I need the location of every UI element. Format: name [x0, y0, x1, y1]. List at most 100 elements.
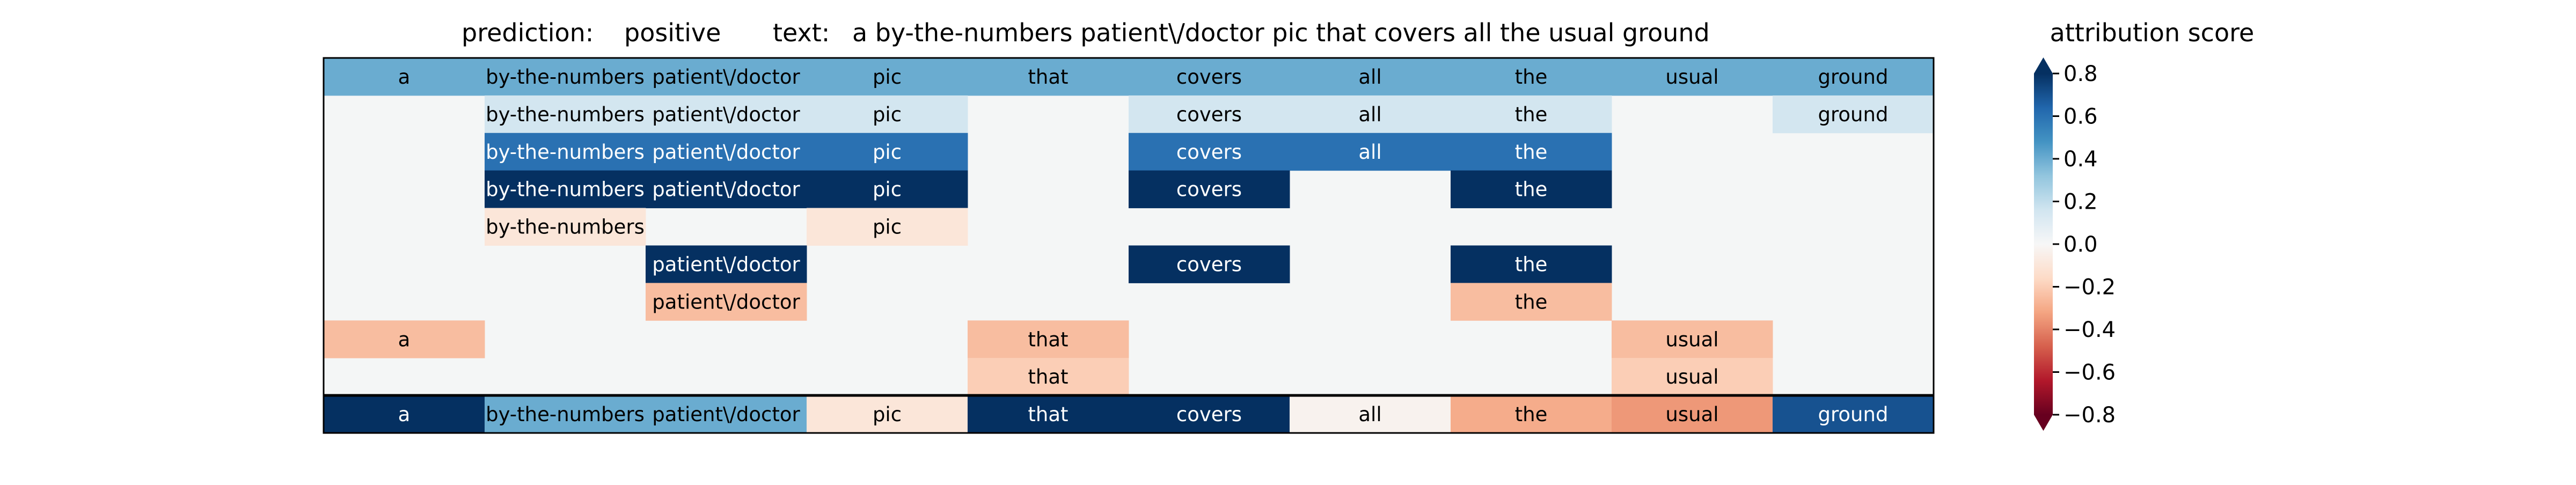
heatmap-cell-label: patient\/doctor	[652, 141, 800, 164]
heatmap-cell	[1290, 395, 1451, 433]
title-prediction-value: positive	[624, 18, 721, 47]
heatmap-cell	[1129, 95, 1290, 134]
heatmap-cell	[1451, 395, 1612, 433]
heatmap-cell-label: pic	[873, 403, 902, 426]
heatmap-cell-label: by-the-numbers	[486, 103, 645, 126]
heatmap-cell	[1773, 58, 1934, 96]
heatmap-cell	[968, 58, 1129, 96]
colorbar-label: attribution score	[2050, 18, 2255, 47]
heatmap-cell	[646, 245, 807, 283]
heatmap-cell-label: by-the-numbers	[486, 65, 645, 89]
heatmap-cell	[807, 170, 968, 209]
heatmap-cell	[1773, 95, 1934, 134]
heatmap-cell-label: by-the-numbers	[486, 178, 645, 201]
heatmap-cell	[646, 395, 807, 433]
heatmap-cell	[1129, 245, 1290, 283]
heatmap-cell-labels: a by-the-numbers patient\/doctor pic that cov…	[398, 65, 1889, 426]
colorbar-tick-label: −0.2	[2063, 275, 2116, 300]
heatmap-cell-label: pic	[873, 216, 902, 239]
heatmap-cell	[1773, 395, 1934, 433]
heatmap-cell-label: usual	[1665, 65, 1718, 89]
colorbar: −0.8 −0.6 −0.4 −0.2 0.0 0.2 0.4 0.6 0.8	[2034, 57, 2116, 431]
heatmap-cell	[807, 58, 968, 96]
heatmap-cell	[485, 170, 646, 209]
heatmap-cell	[807, 395, 968, 433]
heatmap-cell-label: covers	[1176, 141, 1242, 164]
heatmap-cell-label: pic	[873, 103, 902, 126]
colorbar-tick-label: 0.4	[2063, 147, 2098, 172]
colorbar-tick-label: 0.0	[2063, 232, 2098, 257]
heatmap-cell	[968, 320, 1129, 358]
heatmap-cell-label: the	[1515, 65, 1548, 89]
heatmap-cell-label: the	[1515, 290, 1548, 313]
title-text-value: a by-the-numbers patient\/doctor pic tha…	[852, 18, 1710, 47]
heatmap-cell	[807, 208, 968, 246]
heatmap-cell-label: all	[1358, 103, 1381, 126]
heatmap-cell	[1612, 358, 1773, 396]
colorbar-tick-label: −0.8	[2063, 403, 2116, 428]
heatmap-cell	[1612, 58, 1773, 96]
heatmap-cell	[1451, 133, 1612, 171]
heatmap-cell	[968, 395, 1129, 433]
heatmap-cell	[1129, 395, 1290, 433]
heatmap-cell-label: by-the-numbers	[486, 141, 645, 164]
heatmap-cell-label: that	[1028, 365, 1068, 388]
heatmap-cell-label: the	[1515, 403, 1548, 426]
heatmap-cell	[1129, 170, 1290, 209]
heatmap-cell	[1290, 133, 1451, 171]
heatmap-cell-label: patient\/doctor	[652, 253, 800, 276]
heatmap-cell	[1290, 58, 1451, 96]
colorbar-extend-bottom	[2034, 415, 2053, 431]
heatmap-cell	[1290, 95, 1451, 134]
heatmap-cell-label: a	[398, 65, 411, 89]
heatmap-cell	[485, 133, 646, 171]
heatmap-cell	[1612, 395, 1773, 433]
heatmap-cell-label: usual	[1665, 403, 1718, 426]
heatmap-cell-label: the	[1515, 141, 1548, 164]
heatmap-cell-label: ground	[1818, 103, 1889, 126]
heatmap-cell-label: by-the-numbers	[486, 403, 645, 426]
heatmap-cell	[1451, 245, 1612, 283]
heatmap-cell	[1129, 133, 1290, 171]
colorbar-ticks: −0.8 −0.6 −0.4 −0.2 0.0 0.2 0.4 0.6 0.8	[2053, 62, 2116, 428]
heatmap-cell-label: ground	[1818, 65, 1889, 89]
heatmap-cell-label: patient\/doctor	[652, 403, 800, 426]
heatmap-cell-label: patient\/doctor	[652, 103, 800, 126]
heatmap-cell	[1129, 58, 1290, 96]
heatmap-cell-label: covers	[1176, 103, 1242, 126]
heatmap-cell	[1451, 170, 1612, 209]
heatmap-cell-label: covers	[1176, 253, 1242, 276]
heatmap-cell	[485, 58, 646, 96]
heatmap-cell-label: the	[1515, 103, 1548, 126]
heatmap-cell-label: patient\/doctor	[652, 290, 800, 313]
heatmap-cell	[324, 395, 485, 433]
colorbar-tick-label: −0.4	[2063, 318, 2116, 342]
heatmap-cell-label: a	[398, 328, 411, 351]
heatmap-cell	[485, 395, 646, 433]
heatmap-cell	[1451, 283, 1612, 321]
heatmap-cell	[1451, 58, 1612, 96]
colorbar-extend-top	[2034, 57, 2053, 74]
title-prediction-label: prediction:	[462, 18, 594, 47]
heatmap-cell-label: usual	[1665, 328, 1718, 351]
heatmap-cell-label: that	[1028, 65, 1068, 89]
heatmap-cell-label: that	[1028, 403, 1068, 426]
heatmap-cell-label: covers	[1176, 65, 1242, 89]
heatmap-cell	[324, 320, 485, 358]
heatmap-cell	[646, 170, 807, 209]
heatmap-cell-label: a	[398, 403, 411, 426]
heatmap-cell	[646, 95, 807, 134]
heatmap-cell	[646, 58, 807, 96]
heatmap-cell-label: the	[1515, 178, 1548, 201]
heatmap-cell-label: pic	[873, 178, 902, 201]
heatmap-cell-label: all	[1358, 403, 1381, 426]
heatmap-cell-label: patient\/doctor	[652, 65, 800, 89]
heatmap-cell-label: that	[1028, 328, 1068, 351]
heatmap-cell-label: patient\/doctor	[652, 178, 800, 201]
heatmap-cells	[324, 58, 1934, 433]
heatmap-cell-label: pic	[873, 65, 902, 89]
heatmap-cell-label: the	[1515, 253, 1548, 276]
heatmap-cell-label: all	[1358, 141, 1381, 164]
